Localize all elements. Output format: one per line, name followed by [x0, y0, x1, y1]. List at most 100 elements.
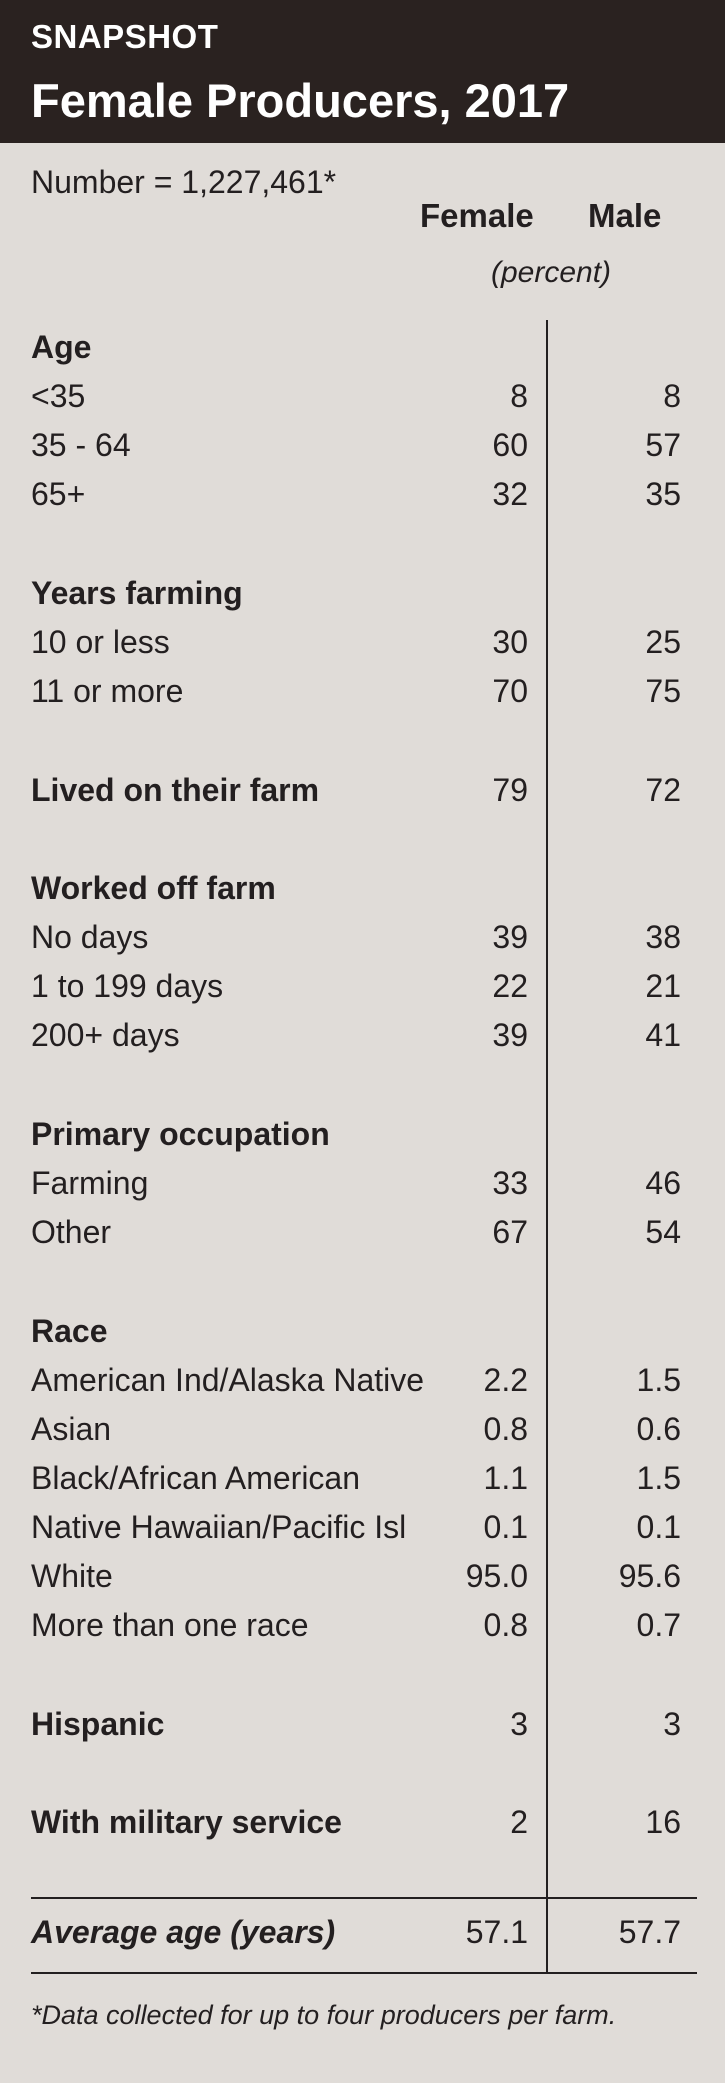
units-label: (percent) — [490, 256, 612, 289]
column-header-male: Male — [588, 197, 662, 234]
row-label: Native Hawaiian/Pacific Isl — [31, 1509, 407, 1545]
page-title: Female Producers, 2017 — [31, 74, 570, 127]
table-row-hispanic: Hispanic 3 3 — [31, 1706, 681, 1748]
female-value: 1.1 — [483, 1460, 528, 1496]
male-value: 16 — [645, 1804, 681, 1840]
section-heading-label: Race — [31, 1313, 108, 1349]
section-heading-worked-off-farm: Worked off farm — [31, 870, 681, 912]
male-value: 75 — [645, 673, 681, 709]
section-heading-label: Primary occupation — [31, 1116, 330, 1152]
female-value: 2.2 — [483, 1362, 528, 1398]
female-value: 22 — [492, 968, 528, 1004]
table-row: 65+ 32 35 — [31, 476, 681, 518]
male-value: 95.6 — [618, 1558, 681, 1594]
male-value: 72 — [645, 772, 681, 808]
male-value: 3 — [663, 1706, 681, 1742]
table-row: 35 - 64 60 57 — [31, 427, 681, 469]
row-label: Average age (years) — [31, 1914, 336, 1950]
table-row: 1 to 199 days 22 21 — [31, 968, 681, 1010]
row-label: <35 — [31, 378, 86, 414]
column-divider — [546, 320, 548, 1973]
table-row: American Ind/Alaska Native 2.2 1.5 — [31, 1362, 681, 1404]
section-heading-years-farming: Years farming — [31, 575, 681, 617]
male-value: 21 — [645, 968, 681, 1004]
male-value: 1.5 — [636, 1460, 681, 1496]
footnote: *Data collected for up to four producers… — [31, 2000, 617, 2030]
female-value: 32 — [492, 476, 528, 512]
table-row: More than one race 0.8 0.7 — [31, 1607, 681, 1649]
male-value: 8 — [663, 378, 681, 414]
section-heading-primary-occupation: Primary occupation — [31, 1116, 681, 1158]
female-value: 8 — [510, 378, 528, 414]
section-heading-label: Worked off farm — [31, 870, 276, 906]
male-value: 25 — [645, 624, 681, 660]
table-row-average-age: Average age (years) 57.1 57.7 — [31, 1914, 681, 1956]
female-value: 39 — [492, 919, 528, 955]
row-label: 35 - 64 — [31, 427, 131, 463]
female-value: 57.1 — [465, 1914, 528, 1950]
female-value: 95.0 — [465, 1558, 528, 1594]
table-row: No days 39 38 — [31, 919, 681, 961]
table-row-military-service: With military service 2 16 — [31, 1804, 681, 1846]
table-row: 200+ days 39 41 — [31, 1017, 681, 1059]
row-label: Farming — [31, 1165, 149, 1201]
section-heading-race: Race — [31, 1313, 681, 1355]
male-value: 35 — [645, 476, 681, 512]
section-heading-label: Age — [31, 329, 92, 365]
table-row: Farming 33 46 — [31, 1165, 681, 1207]
row-label: With military service — [31, 1804, 342, 1840]
female-value: 0.8 — [483, 1411, 528, 1447]
total-number: Number = 1,227,461* — [31, 164, 337, 200]
row-label: 11 or more — [31, 673, 184, 709]
female-value: 70 — [492, 673, 528, 709]
female-value: 67 — [492, 1214, 528, 1250]
row-label: American Ind/Alaska Native — [31, 1362, 425, 1398]
male-value: 0.1 — [636, 1509, 681, 1545]
female-value: 3 — [510, 1706, 528, 1742]
row-label: Asian — [31, 1411, 112, 1447]
female-value: 30 — [492, 624, 528, 660]
table-row: Other 67 54 — [31, 1214, 681, 1256]
male-value: 38 — [645, 919, 681, 955]
table-row: Black/African American 1.1 1.5 — [31, 1460, 681, 1502]
row-label: 200+ days — [31, 1017, 180, 1053]
female-value: 2 — [510, 1804, 528, 1840]
row-label: Black/African American — [31, 1460, 361, 1496]
male-value: 57.7 — [618, 1914, 681, 1950]
row-label: 10 or less — [31, 624, 170, 660]
table-row: Asian 0.8 0.6 — [31, 1411, 681, 1453]
male-value: 46 — [645, 1165, 681, 1201]
table-row: 10 or less 30 25 — [31, 624, 681, 666]
row-label: White — [31, 1558, 113, 1594]
row-label: Hispanic — [31, 1706, 165, 1742]
row-label: No days — [31, 919, 149, 955]
row-label: More than one race — [31, 1607, 309, 1643]
male-value: 41 — [645, 1017, 681, 1053]
male-value: 57 — [645, 427, 681, 463]
row-label: 65+ — [31, 476, 86, 512]
male-value: 0.6 — [636, 1411, 681, 1447]
female-value: 60 — [492, 427, 528, 463]
male-value: 54 — [645, 1214, 681, 1250]
row-label: Other — [31, 1214, 112, 1250]
table-row-lived-on-farm: Lived on their farm 79 72 — [31, 772, 681, 814]
section-heading-age: Age — [31, 329, 681, 371]
snapshot-kicker: SNAPSHOT — [31, 18, 219, 55]
female-value: 0.1 — [483, 1509, 528, 1545]
top-rule — [31, 1897, 697, 1899]
section-heading-label: Years farming — [31, 575, 243, 611]
male-value: 0.7 — [636, 1607, 681, 1643]
female-value: 39 — [492, 1017, 528, 1053]
table-row: White 95.0 95.6 — [31, 1558, 681, 1600]
male-value: 1.5 — [636, 1362, 681, 1398]
female-value: 79 — [492, 772, 528, 808]
table-row: <35 8 8 — [31, 378, 681, 420]
row-label: Lived on their farm — [31, 772, 320, 808]
row-label: 1 to 199 days — [31, 968, 224, 1004]
table-row: Native Hawaiian/Pacific Isl 0.1 0.1 — [31, 1509, 681, 1551]
table-row: 11 or more 70 75 — [31, 673, 681, 715]
female-value: 33 — [492, 1165, 528, 1201]
column-header-female: Female — [420, 197, 534, 234]
header-banner: SNAPSHOT Female Producers, 2017 — [0, 0, 725, 143]
bottom-rule — [31, 1972, 697, 1974]
